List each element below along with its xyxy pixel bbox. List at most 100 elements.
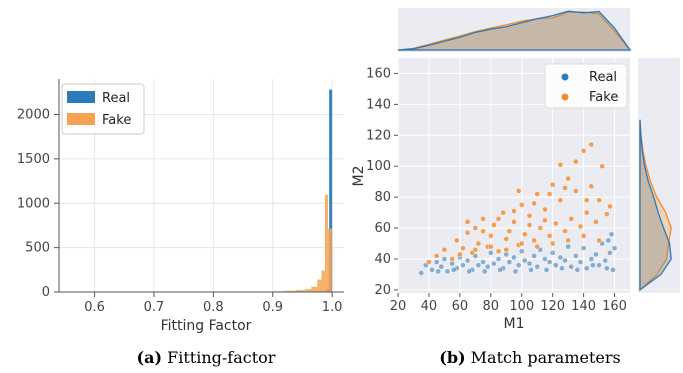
scatter-point-real [559, 265, 565, 272]
scatter-point-fake [464, 229, 471, 236]
scatter-point-fake [511, 208, 517, 214]
y-tick-label: 0 [42, 285, 50, 300]
scatter-point-fake [503, 236, 510, 242]
scatter-point-fake [480, 215, 486, 222]
scatter-point-real [521, 257, 528, 264]
histogram-bar-fake [284, 290, 297, 292]
y-tick-label: 60 [374, 221, 391, 236]
panel-a-caption: (a) Fitting-factor [137, 348, 276, 367]
y-tick-label: 500 [25, 241, 50, 256]
top-kde-fake [397, 11, 632, 51]
right-kde-real [639, 119, 672, 292]
x-tick-label: 60 [452, 299, 469, 314]
legend-marker-real [561, 73, 569, 81]
scatter-point-fake [500, 209, 507, 216]
top-kde-real [397, 10, 632, 51]
scatter-point-real [565, 243, 571, 250]
scatter-point-real [607, 249, 613, 256]
scatter-point-fake [552, 220, 559, 227]
scatter-point-fake [546, 232, 553, 239]
panel-b-right-marginal-kde [639, 119, 672, 292]
scatter-point-fake [526, 212, 533, 219]
y-tick-label: 100 [366, 159, 391, 174]
scatter-point-fake [506, 228, 513, 235]
scatter-point-real [481, 268, 488, 275]
x-tick-label: 20 [390, 299, 407, 314]
scatter-point-fake [562, 185, 568, 191]
x-tick-label: 120 [540, 299, 565, 314]
scatter-point-fake [441, 246, 448, 253]
x-tick-label: 0.8 [203, 300, 224, 315]
scatter-point-real [542, 256, 548, 262]
scatter-point-fake [580, 232, 587, 239]
scatter-point-real [464, 257, 471, 264]
scatter-point-real [580, 245, 587, 252]
scatter-point-fake [542, 217, 548, 224]
scatter-point-real [577, 259, 584, 265]
scatter-point-fake [599, 163, 606, 170]
scatter-point-real [528, 266, 534, 273]
x-tick-label: 40 [421, 299, 438, 314]
scatter-point-fake [472, 246, 479, 253]
scatter-point-fake [531, 237, 537, 244]
scatter-point-real [610, 266, 616, 273]
scatter-point-real [418, 270, 425, 276]
scatter-point-real [574, 266, 581, 273]
scatter-point-real [512, 268, 519, 275]
scatter-point-fake [457, 251, 463, 258]
scatter-point-fake [588, 141, 595, 148]
legend-label-real: Real [102, 91, 130, 106]
scatter-point-real [475, 262, 482, 269]
scatter-point-fake [495, 248, 502, 255]
scatter-point-fake [583, 209, 590, 216]
scatter-point-fake [568, 215, 575, 222]
histogram-bar-fake [305, 289, 312, 292]
scatter-point-real [549, 249, 556, 256]
scatter-point-fake [480, 228, 486, 235]
scatter-point-fake [593, 219, 599, 225]
y-tick-label: 2000 [17, 108, 50, 123]
panel-a-caption-text: Fitting-factor [167, 348, 276, 367]
panel-b-right-marginal-area [638, 58, 680, 293]
x-tick-label: 0.6 [84, 300, 105, 315]
scatter-point-fake [475, 240, 482, 247]
scatter-point-fake [426, 259, 432, 265]
scatter-point-real [480, 259, 486, 265]
scatter-point-fake [503, 246, 510, 253]
panel-b-x-axis-label: M1 [504, 316, 525, 332]
scatter-point-fake [573, 188, 579, 194]
scatter-point-fake [518, 240, 525, 247]
x-tick-label: 140 [571, 299, 596, 314]
panel-a-fitting-factor-histogram: 0.6 0.7 0.8 0.9 1.0 0 500 1000 1500 2000 Fitting … [17, 79, 344, 367]
scatter-point-fake [453, 237, 460, 244]
scatter-point-fake [449, 256, 455, 262]
histogram-bar-real [329, 89, 333, 293]
scatter-point-real [543, 266, 550, 273]
scatter-point-fake [549, 240, 556, 247]
scatter-point-real [596, 262, 602, 269]
scatter-point-fake [580, 147, 587, 154]
scatter-point-fake [511, 219, 517, 225]
scatter-point-fake [583, 197, 590, 204]
legend-label-fake-b: Fake [589, 90, 618, 105]
scatter-point-real [562, 257, 568, 264]
scatter-point-fake [596, 197, 602, 204]
panel-a-ticks: 0.6 0.7 0.8 0.9 1.0 0 500 1000 1500 2000 [17, 79, 344, 315]
y-tick-label: 1000 [17, 196, 50, 211]
x-tick-label: 160 [602, 299, 627, 314]
scatter-point-fake [573, 158, 579, 165]
scatter-point-real [466, 268, 472, 275]
scatter-point-real [441, 256, 448, 262]
scatter-point-real [602, 257, 609, 264]
scatter-point-real [557, 254, 564, 261]
legend-label-fake: Fake [102, 113, 131, 128]
scatter-point-fake [521, 231, 528, 238]
y-tick-label: 120 [366, 128, 391, 143]
scatter-point-real [506, 259, 513, 265]
scatter-point-real [605, 237, 612, 244]
scatter-point-fake [557, 161, 564, 168]
panel-b-match-parameters-scatter: 20 40 60 80 100 120 140 160 20 40 60 80 100 120 140 160… [351, 8, 680, 367]
scatter-point-fake [534, 243, 541, 250]
scatter-point-fake [495, 215, 502, 222]
panel-b-caption-label: (b) [439, 348, 465, 367]
